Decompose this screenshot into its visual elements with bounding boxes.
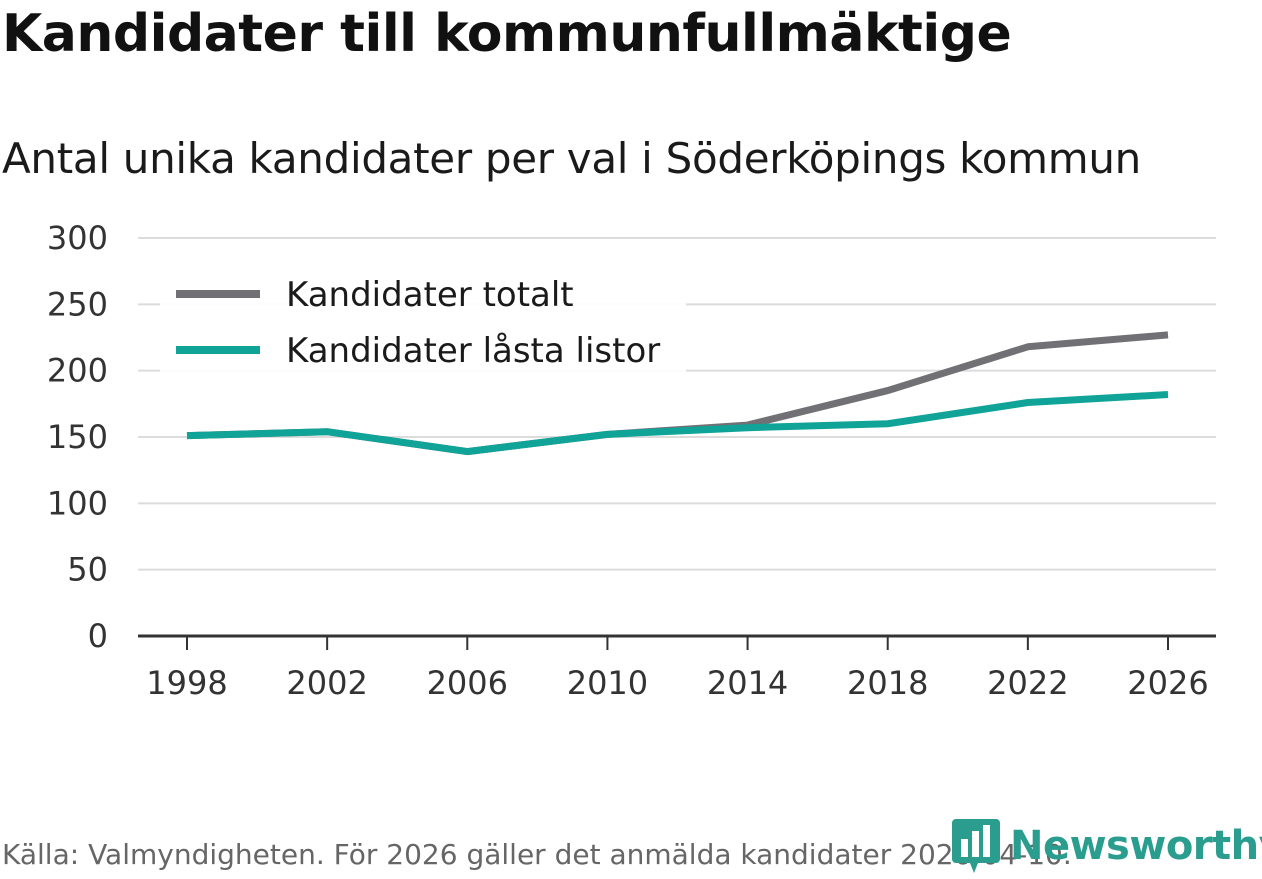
line-chart: 0 50 100 150 200 250 300 1998 2002 2006 2010 2014 2… [47, 219, 1216, 702]
x-tick-label: 1998 [146, 664, 227, 702]
y-tick-label: 200 [47, 352, 108, 390]
brand-name: Newsworthy [1010, 823, 1262, 869]
y-tick-label: 300 [47, 219, 108, 257]
x-tick-label: 2006 [427, 664, 508, 702]
legend-label: Kandidater totalt [286, 275, 574, 315]
x-tick-label: 2018 [847, 664, 928, 702]
series-lines [186, 331, 1169, 456]
legend-label: Kandidater låsta listor [286, 331, 660, 371]
y-tick-label: 0 [88, 617, 108, 655]
legend: Kandidater totalt Kandidater låsta listor [160, 262, 686, 380]
y-axis-ticks: 0 50 100 150 200 250 300 [47, 219, 108, 655]
chart-subtitle: Antal unika kandidater per val i Söderkö… [2, 134, 1141, 183]
y-tick-label: 250 [47, 285, 108, 323]
x-tick-label: 2002 [286, 664, 367, 702]
source-note: Källa: Valmyndigheten. För 2026 gäller d… [2, 838, 1072, 871]
x-tick-label: 2022 [987, 664, 1068, 702]
x-tick-label: 2010 [567, 664, 648, 702]
y-tick-label: 100 [47, 484, 108, 522]
x-tick-label: 2014 [707, 664, 788, 702]
series-line-lasta-listor [186, 391, 1169, 456]
chart-title: Kandidater till kommunfullmäktige [2, 4, 1012, 64]
newsworthy-logo: Newsworthy [952, 818, 1262, 874]
x-axis-ticks: 1998 2002 2006 2010 2014 2018 2022 2026 [138, 634, 1216, 702]
legend-box [160, 262, 686, 380]
y-tick-label: 50 [67, 551, 108, 589]
y-tick-label: 150 [47, 418, 108, 456]
newsworthy-logo-icon [952, 819, 1000, 873]
x-tick-label: 2026 [1127, 664, 1208, 702]
